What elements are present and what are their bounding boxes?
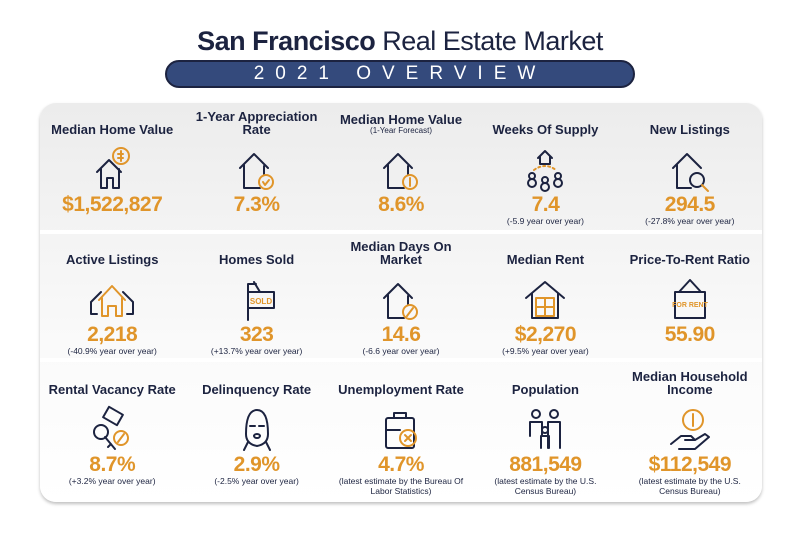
stat-note: (latest estimate by the U.S. Census Bure… — [638, 476, 741, 496]
stat-note: (latest estimate by the U.S. Census Bure… — [494, 476, 597, 496]
stat-tile: Homes Sold SOLD 323 (+13.7% year over ye… — [184, 238, 328, 358]
stats-row: Rental Vacancy Rate 8.7% (+3.2% year ove… — [40, 368, 762, 498]
stat-label: Active Listings — [66, 238, 158, 266]
stat-value: 8.6% — [378, 193, 424, 216]
stat-tile: Unemployment Rate 4.7% (latest estimate … — [329, 368, 473, 498]
house-people-icon — [527, 150, 564, 192]
house-coin-icon — [383, 153, 419, 190]
stat-label-text: Median Home Value — [51, 122, 174, 137]
stat-value: 8.7% — [89, 453, 136, 476]
stat-note: (+9.5% year over year) — [502, 346, 589, 356]
stat-note: (-27.8% year over year) — [645, 216, 735, 226]
stat-tile: Active Listings 2,218 (-40.9% year over … — [40, 238, 184, 358]
for-rent-sign-icon: FOR RENT — [672, 279, 709, 319]
stat-label-text: Delinquency Rate — [202, 382, 312, 397]
stat-label: Median Home Value (1-Year Forecast) — [340, 108, 462, 136]
stat-tile: 1-Year Appreciation Rate 7.3% — [184, 108, 328, 230]
house-calculator-icon — [525, 281, 566, 319]
stat-value: $1,522,827 — [62, 193, 163, 216]
stat-label-text: Median Days On Market — [350, 239, 452, 267]
stat-label-text: Price-To-Rent Ratio — [629, 252, 751, 267]
stat-value: 14.6 — [381, 323, 421, 346]
stat-value: 4.7% — [378, 453, 424, 476]
stat-label-text: Homes Sold — [219, 252, 295, 267]
balaclava-icon — [242, 409, 271, 451]
stats-row: Active Listings 2,218 (-40.9% year over … — [40, 238, 762, 358]
stat-label: Price-To-Rent Ratio — [630, 238, 750, 266]
briefcase-x-icon — [385, 412, 418, 449]
key-percent-icon — [93, 405, 130, 450]
stat-label-text: Median Household Income — [632, 369, 748, 397]
stat-tile: Median Household Income $112,549 (latest… — [618, 368, 762, 498]
stat-label: Population — [512, 368, 579, 396]
houses-icon — [90, 285, 135, 317]
stat-sublabel: (1-Year Forecast) — [370, 126, 432, 135]
stat-label: Rental Vacancy Rate — [49, 368, 176, 396]
stat-tile: Population 881,549 (latest estimate by t… — [473, 368, 617, 498]
house-percent-icon — [383, 283, 419, 320]
stat-label-text: Population — [511, 382, 579, 397]
stat-label: Median Rent — [507, 238, 584, 266]
stat-note: (-6.6 year over year) — [362, 346, 440, 356]
stat-label: Median Household Income — [618, 368, 762, 396]
stat-label-text: Unemployment Rate — [338, 382, 464, 397]
stat-tile: Rental Vacancy Rate 8.7% (+3.2% year ove… — [40, 368, 184, 498]
stat-note: (-40.9% year over year) — [67, 346, 157, 356]
family-icon — [529, 409, 562, 449]
stat-value: $2,270 — [514, 323, 577, 346]
stat-note: (latest estimate by the Bureau Of Labor … — [338, 476, 464, 496]
stat-value: $112,549 — [648, 453, 732, 476]
stat-note: (+3.2% year over year) — [68, 476, 156, 486]
stat-label: Weeks Of Supply — [492, 108, 598, 136]
stat-tile: Price-To-Rent Ratio FOR RENT 55.90 — [618, 238, 762, 358]
sold-sign-icon: SOLD — [246, 281, 275, 321]
house-check-icon — [238, 153, 274, 190]
stat-value: 7.4 — [531, 193, 560, 216]
house-dollar-icon — [96, 147, 131, 189]
stat-value: 2,218 — [87, 323, 138, 346]
stat-note: (-5.9 year over year) — [506, 216, 584, 226]
stat-label: New Listings — [650, 108, 730, 136]
sign-text: SOLD — [249, 297, 271, 306]
stat-label: 1-Year Appreciation Rate — [184, 108, 328, 136]
stat-note: (-2.5% year over year) — [214, 476, 299, 486]
stat-value: 2.9% — [233, 453, 280, 476]
stat-label-text: Rental Vacancy Rate — [48, 382, 176, 397]
stat-tile: Median Rent $2,270 (+9.5% year over year… — [473, 238, 617, 358]
stat-label-text: Median Rent — [506, 252, 585, 267]
stat-label: Median Days On Market — [329, 238, 473, 266]
stat-tile: Delinquency Rate 2.9% (-2.5% year over y… — [184, 368, 328, 498]
stat-label-text: 1-Year Appreciation Rate — [195, 109, 318, 137]
sign-text: FOR RENT — [672, 302, 709, 309]
stat-value: 323 — [239, 323, 274, 346]
page-title: San Francisco Real Estate Market — [197, 26, 603, 56]
stat-tile: Median Home Value (1-Year Forecast) 8.6% — [329, 108, 473, 230]
stat-tile: New Listings 294.5 (-27.8% year over yea… — [618, 108, 762, 230]
stat-tile: Weeks Of Supply 7.4 (-5.9 year over year… — [473, 108, 617, 230]
stat-label: Unemployment Rate — [338, 368, 464, 396]
stat-label: Homes Sold — [219, 238, 294, 266]
stat-tile: Median Home Value $1,522,827 — [40, 108, 184, 230]
row-divider — [40, 230, 762, 234]
stat-note: (+13.7% year over year) — [210, 346, 303, 356]
stat-label: Median Home Value — [51, 108, 173, 136]
stat-tile: Median Days On Market 14.6 (-6.6 year ov… — [329, 238, 473, 358]
house-search-icon — [671, 153, 709, 192]
stat-label-text: New Listings — [649, 122, 730, 137]
row-divider — [40, 358, 762, 362]
hand-dollar-icon — [669, 409, 710, 450]
stats-row: Median Home Value $1,522,827 1-Year Appr… — [40, 108, 762, 230]
stat-label-text: Median Home Value — [339, 112, 463, 127]
stat-label-text: Weeks Of Supply — [492, 122, 599, 137]
stat-value: 55.90 — [664, 323, 716, 346]
stat-label: Delinquency Rate — [202, 368, 311, 396]
stat-value: 7.3% — [233, 193, 280, 216]
stat-value: 881,549 — [509, 453, 582, 476]
stat-value: 294.5 — [664, 193, 716, 216]
stat-label-text: Active Listings — [65, 252, 159, 267]
subtitle-banner: 2021 OVERVIEW — [165, 60, 635, 88]
